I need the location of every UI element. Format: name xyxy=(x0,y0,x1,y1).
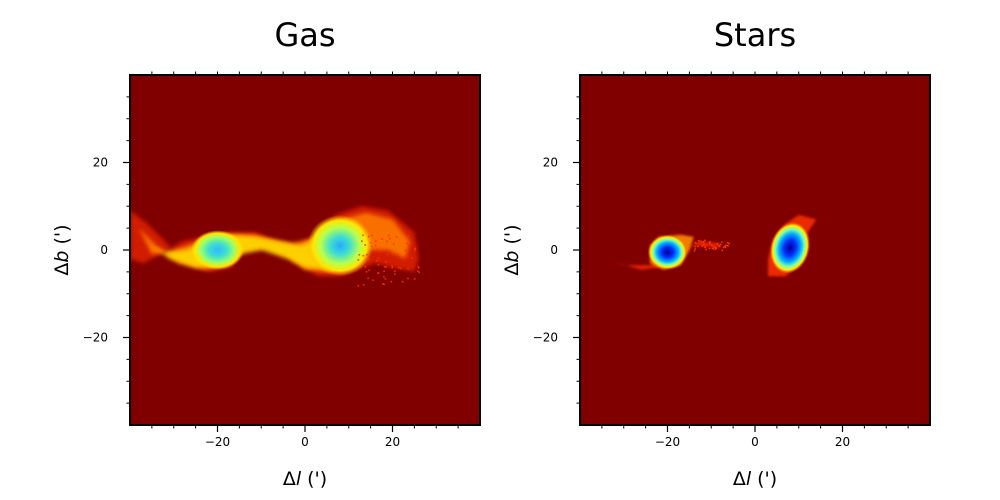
gas-xtick-label: 0 xyxy=(301,435,309,449)
gas-xtick-label: −20 xyxy=(205,435,230,449)
stars-ytick-label: 0 xyxy=(550,243,558,257)
stars-ylabel: Δb (') xyxy=(501,224,523,275)
gas-ytick-label: 0 xyxy=(100,243,108,257)
gas-panel: −20 0 20 20 0 −20 Gas Δl (') Δb (') xyxy=(51,16,481,490)
stars-ytick-label: 20 xyxy=(543,156,558,170)
stars-xlabel: Δl (') xyxy=(733,468,777,490)
gas-galaxy-left xyxy=(191,230,244,270)
stars-xtick-label: −20 xyxy=(655,435,680,449)
gas-title: Gas xyxy=(274,16,335,54)
stars-galaxy-left xyxy=(647,234,688,270)
stars-ytick-label: −20 xyxy=(533,331,558,345)
gas-ytick-label: 20 xyxy=(93,156,108,170)
gas-density-image xyxy=(130,206,421,287)
stars-xtick-label: 0 xyxy=(751,435,759,449)
stars-title: Stars xyxy=(714,16,796,54)
stars-xtick-label: 20 xyxy=(835,435,850,449)
gas-galaxy-right xyxy=(307,215,373,277)
stars-galaxy-right xyxy=(769,221,811,274)
stars-density-image xyxy=(610,215,817,277)
gas-xlabel: Δl (') xyxy=(283,468,327,490)
gas-ytick-label: −20 xyxy=(83,331,108,345)
gas-xtick-label: 20 xyxy=(385,435,400,449)
stars-panel: −20 0 20 20 0 −20 Stars Δl (') Δb (') xyxy=(501,16,931,490)
gas-ylabel: Δb (') xyxy=(51,224,73,275)
stars-image-background xyxy=(580,75,930,425)
